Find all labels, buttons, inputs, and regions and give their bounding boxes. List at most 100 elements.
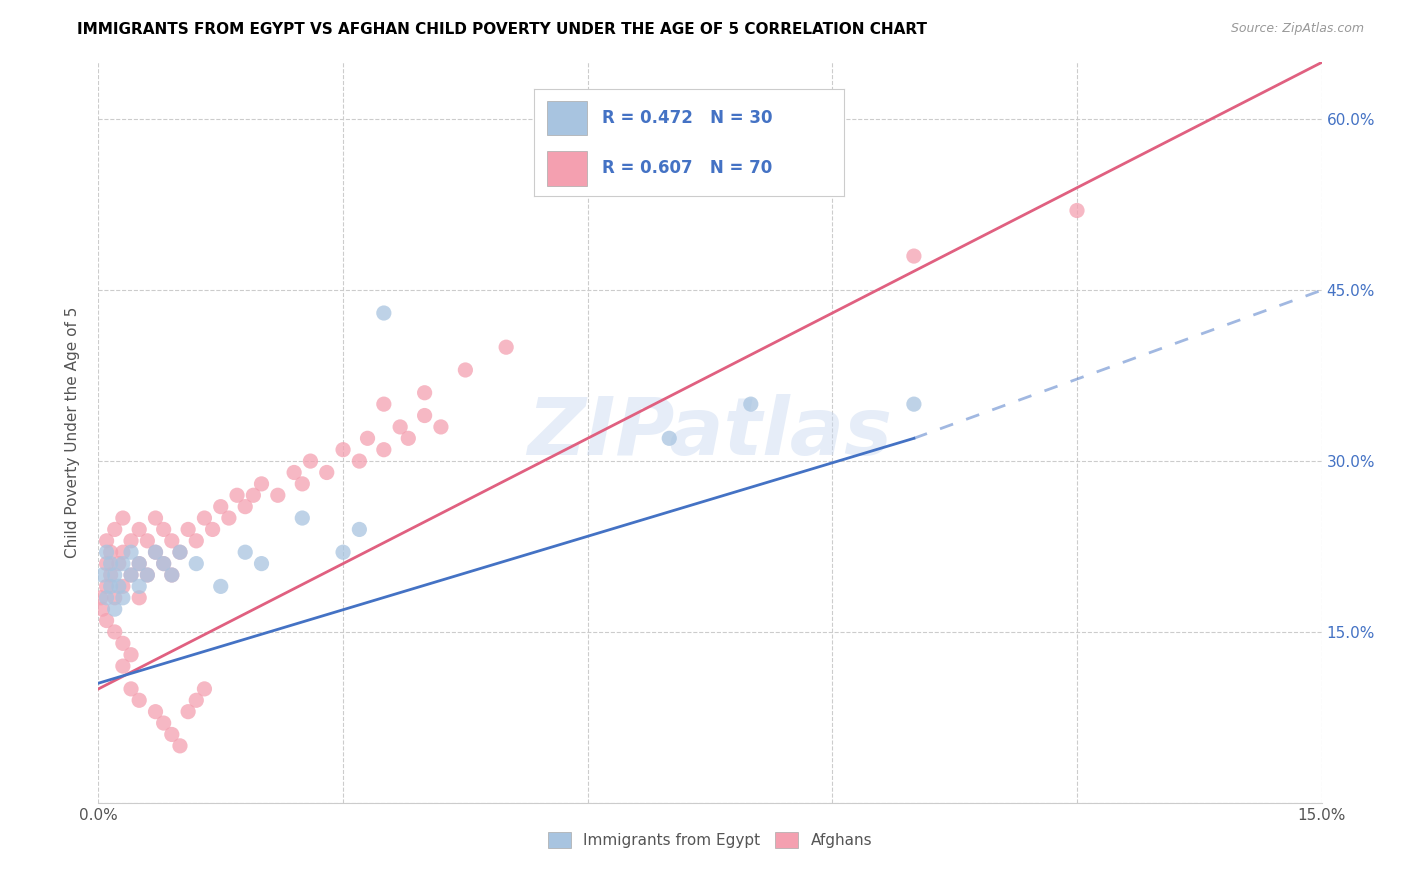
Point xyxy=(104,568,127,582)
Point xyxy=(136,568,159,582)
Point xyxy=(1066,203,1088,218)
Point xyxy=(193,681,215,696)
Text: ZIPatlas: ZIPatlas xyxy=(527,393,893,472)
Point xyxy=(152,523,174,537)
Point xyxy=(100,568,122,582)
Point xyxy=(96,557,118,571)
Point xyxy=(218,511,240,525)
Point xyxy=(111,591,134,605)
Bar xyxy=(547,152,586,186)
Point xyxy=(209,500,232,514)
Point xyxy=(96,545,118,559)
Point xyxy=(145,545,167,559)
Point xyxy=(413,385,436,400)
Point xyxy=(250,476,273,491)
Text: Source: ZipAtlas.com: Source: ZipAtlas.com xyxy=(1230,22,1364,36)
Point xyxy=(413,409,436,423)
Point xyxy=(454,363,477,377)
Point xyxy=(104,523,127,537)
Point xyxy=(903,249,925,263)
Point xyxy=(111,557,134,571)
Point xyxy=(104,624,127,639)
Point xyxy=(152,557,174,571)
Point xyxy=(108,579,131,593)
Point xyxy=(128,557,150,571)
Point xyxy=(96,591,118,605)
Point xyxy=(396,431,419,445)
Point xyxy=(242,488,264,502)
Point xyxy=(169,739,191,753)
Bar xyxy=(547,101,586,136)
Point xyxy=(349,523,371,537)
Point xyxy=(96,579,118,593)
Point xyxy=(160,727,183,741)
Point xyxy=(186,693,208,707)
Text: R = 0.472   N = 30: R = 0.472 N = 30 xyxy=(602,109,773,127)
Point xyxy=(100,557,122,571)
Point xyxy=(349,454,371,468)
Point xyxy=(120,533,142,548)
Point xyxy=(193,511,215,525)
Point xyxy=(111,579,134,593)
Point xyxy=(186,557,208,571)
Point xyxy=(136,533,159,548)
Point xyxy=(90,591,112,605)
Point xyxy=(91,602,114,616)
Point xyxy=(145,705,167,719)
Point xyxy=(100,579,122,593)
Point xyxy=(299,454,322,468)
Point xyxy=(152,557,174,571)
Point xyxy=(233,545,256,559)
Point xyxy=(169,545,191,559)
Point xyxy=(128,591,150,605)
Point xyxy=(283,466,305,480)
Point xyxy=(250,557,273,571)
Point xyxy=(160,568,183,582)
Point xyxy=(495,340,517,354)
Point xyxy=(145,511,167,525)
Point xyxy=(169,545,191,559)
Point xyxy=(152,716,174,731)
Y-axis label: Child Poverty Under the Age of 5: Child Poverty Under the Age of 5 xyxy=(65,307,80,558)
Point xyxy=(430,420,453,434)
Legend: Immigrants from Egypt, Afghans: Immigrants from Egypt, Afghans xyxy=(541,826,879,855)
Point xyxy=(111,659,134,673)
Point xyxy=(136,568,159,582)
Point xyxy=(128,523,150,537)
Text: IMMIGRANTS FROM EGYPT VS AFGHAN CHILD POVERTY UNDER THE AGE OF 5 CORRELATION CHA: IMMIGRANTS FROM EGYPT VS AFGHAN CHILD PO… xyxy=(77,22,928,37)
Point xyxy=(201,523,224,537)
Point xyxy=(104,602,127,616)
Point xyxy=(373,442,395,457)
Point xyxy=(111,545,134,559)
Point xyxy=(356,431,378,445)
Point xyxy=(160,533,183,548)
Point xyxy=(120,568,142,582)
Point xyxy=(128,579,150,593)
Point xyxy=(120,681,142,696)
Point xyxy=(96,533,118,548)
Point xyxy=(389,420,412,434)
Point xyxy=(111,636,134,650)
Point xyxy=(128,693,150,707)
Point xyxy=(177,523,200,537)
Point xyxy=(160,568,183,582)
Point xyxy=(108,557,131,571)
Point xyxy=(120,648,142,662)
Point xyxy=(903,397,925,411)
Point xyxy=(100,545,122,559)
Point xyxy=(91,568,114,582)
Point xyxy=(145,545,167,559)
Point xyxy=(226,488,249,502)
Point xyxy=(332,545,354,559)
Point xyxy=(373,397,395,411)
Point xyxy=(233,500,256,514)
Point xyxy=(177,705,200,719)
Point xyxy=(120,568,142,582)
Point xyxy=(291,511,314,525)
Point xyxy=(658,431,681,445)
Point xyxy=(186,533,208,548)
Point xyxy=(128,557,150,571)
Point xyxy=(104,591,127,605)
Point xyxy=(315,466,337,480)
Point xyxy=(120,545,142,559)
